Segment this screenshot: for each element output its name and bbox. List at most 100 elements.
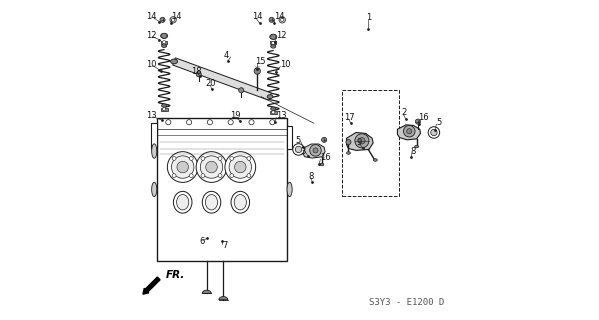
- Ellipse shape: [152, 182, 157, 196]
- Text: 15: 15: [255, 57, 266, 66]
- Text: 14: 14: [252, 12, 262, 21]
- Circle shape: [280, 18, 284, 21]
- Text: 13: 13: [277, 111, 287, 120]
- Ellipse shape: [234, 195, 246, 210]
- Circle shape: [177, 161, 189, 173]
- Circle shape: [230, 156, 234, 160]
- Circle shape: [196, 152, 227, 182]
- Polygon shape: [397, 125, 420, 140]
- Polygon shape: [302, 144, 325, 158]
- Circle shape: [404, 125, 415, 137]
- Circle shape: [254, 68, 261, 74]
- Ellipse shape: [161, 33, 168, 38]
- Circle shape: [218, 156, 222, 160]
- Text: 13: 13: [147, 111, 157, 120]
- Polygon shape: [219, 297, 228, 300]
- Polygon shape: [173, 58, 271, 100]
- Circle shape: [346, 140, 351, 145]
- Circle shape: [313, 148, 318, 153]
- Circle shape: [200, 156, 223, 178]
- Bar: [287, 126, 292, 149]
- Bar: [161, 41, 167, 44]
- Circle shape: [167, 152, 198, 182]
- Ellipse shape: [320, 163, 324, 166]
- Circle shape: [201, 156, 205, 160]
- Circle shape: [247, 174, 251, 178]
- Ellipse shape: [162, 44, 167, 48]
- Circle shape: [293, 144, 304, 155]
- Ellipse shape: [271, 107, 276, 111]
- Text: 8: 8: [411, 147, 416, 156]
- Text: 20: 20: [205, 79, 216, 88]
- Circle shape: [207, 120, 213, 125]
- Ellipse shape: [152, 144, 157, 158]
- Circle shape: [279, 17, 285, 23]
- Text: FR.: FR.: [166, 270, 186, 280]
- Circle shape: [160, 17, 165, 22]
- Ellipse shape: [205, 195, 217, 210]
- Circle shape: [201, 174, 205, 178]
- Circle shape: [172, 156, 176, 160]
- Bar: [152, 123, 157, 149]
- Text: 2: 2: [401, 108, 407, 117]
- Circle shape: [355, 134, 369, 148]
- Circle shape: [272, 41, 275, 44]
- Circle shape: [359, 138, 365, 144]
- Circle shape: [247, 156, 251, 160]
- FancyArrow shape: [143, 277, 160, 294]
- Text: 14: 14: [147, 12, 157, 21]
- Ellipse shape: [231, 191, 250, 213]
- Circle shape: [171, 18, 175, 21]
- Ellipse shape: [174, 191, 192, 213]
- Text: 16: 16: [320, 153, 331, 162]
- Bar: [161, 108, 168, 110]
- Ellipse shape: [162, 104, 167, 108]
- Circle shape: [322, 137, 326, 142]
- Bar: [342, 90, 399, 196]
- Circle shape: [270, 120, 275, 125]
- Text: 1: 1: [365, 13, 371, 22]
- Circle shape: [238, 88, 244, 93]
- Ellipse shape: [373, 159, 377, 161]
- Bar: [270, 111, 277, 114]
- Text: 19: 19: [230, 111, 240, 120]
- Polygon shape: [202, 290, 211, 293]
- Circle shape: [235, 161, 246, 173]
- Circle shape: [189, 156, 193, 160]
- Circle shape: [218, 174, 222, 178]
- Ellipse shape: [177, 195, 189, 210]
- Circle shape: [196, 72, 201, 77]
- Circle shape: [295, 146, 302, 153]
- Ellipse shape: [270, 34, 277, 39]
- Ellipse shape: [287, 182, 292, 196]
- Text: 14: 14: [171, 12, 181, 21]
- Ellipse shape: [202, 191, 221, 213]
- Circle shape: [172, 174, 176, 178]
- Text: 5: 5: [437, 118, 441, 127]
- Text: 18: 18: [191, 67, 202, 76]
- Ellipse shape: [415, 145, 419, 148]
- Circle shape: [228, 120, 233, 125]
- Text: 12: 12: [277, 31, 287, 40]
- Circle shape: [162, 41, 166, 44]
- Ellipse shape: [347, 152, 350, 154]
- Circle shape: [271, 34, 276, 39]
- Text: 3: 3: [300, 147, 305, 156]
- Text: 9: 9: [356, 138, 362, 147]
- Text: 5: 5: [296, 136, 301, 145]
- Circle shape: [162, 108, 166, 111]
- Circle shape: [225, 152, 256, 182]
- Circle shape: [162, 33, 167, 38]
- Circle shape: [431, 129, 437, 136]
- Circle shape: [170, 17, 176, 23]
- Circle shape: [310, 145, 321, 156]
- Text: 6: 6: [199, 237, 205, 246]
- Text: 4: 4: [224, 51, 229, 60]
- Circle shape: [249, 120, 254, 125]
- Circle shape: [407, 129, 412, 134]
- Text: 14: 14: [274, 12, 285, 21]
- Ellipse shape: [171, 59, 177, 64]
- Circle shape: [428, 127, 440, 138]
- Text: 12: 12: [147, 31, 157, 40]
- Circle shape: [205, 161, 217, 173]
